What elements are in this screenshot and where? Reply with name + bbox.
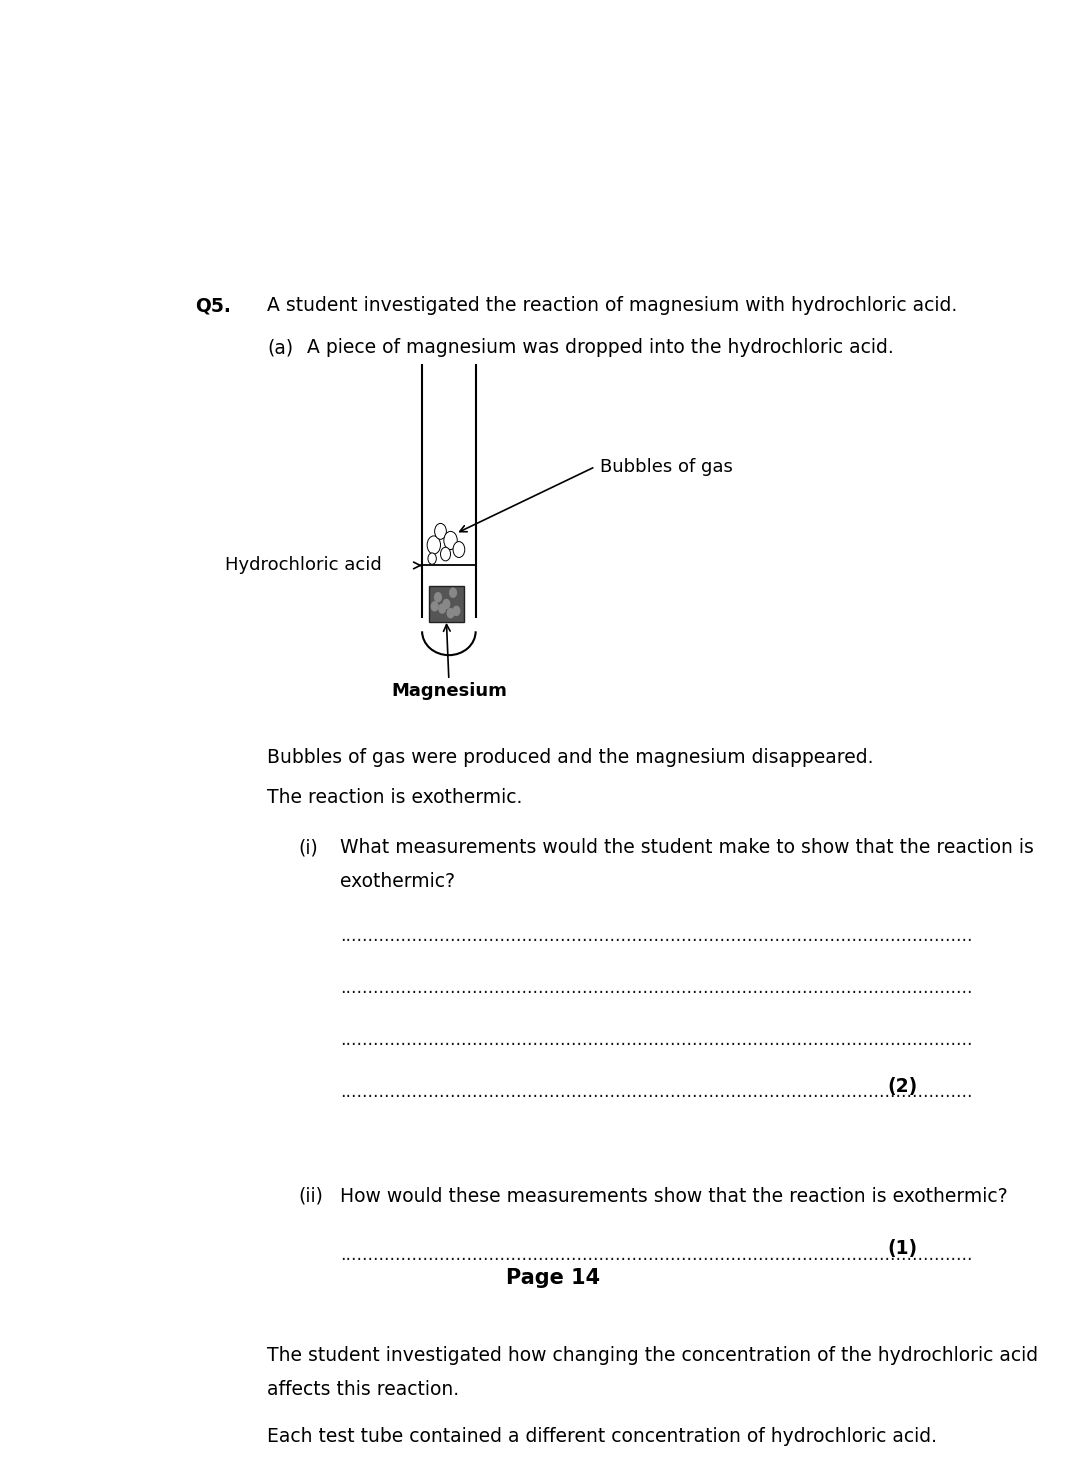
Text: ................................................................................: ........................................… <box>340 1083 973 1102</box>
Text: Magnesium: Magnesium <box>391 683 507 701</box>
Text: How would these measurements show that the reaction is exothermic?: How would these measurements show that t… <box>340 1187 1008 1205</box>
Circle shape <box>449 589 457 597</box>
Circle shape <box>438 605 446 614</box>
Text: ................................................................................: ........................................… <box>340 1031 973 1049</box>
Text: The student investigated how changing the concentration of the hydrochloric acid: The student investigated how changing th… <box>267 1345 1038 1364</box>
Circle shape <box>427 535 441 555</box>
Circle shape <box>428 553 436 565</box>
Text: Q5.: Q5. <box>195 296 231 316</box>
Text: Each test tube contained a different concentration of hydrochloric acid.: Each test tube contained a different con… <box>267 1428 937 1447</box>
Circle shape <box>434 524 446 540</box>
Text: affects this reaction.: affects this reaction. <box>267 1379 459 1398</box>
FancyBboxPatch shape <box>429 586 464 622</box>
Text: Bubbles of gas: Bubbles of gas <box>599 457 732 475</box>
Text: exothermic?: exothermic? <box>340 872 455 891</box>
Circle shape <box>444 531 457 550</box>
Text: The reaction is exothermic.: The reaction is exothermic. <box>267 788 523 807</box>
Text: A piece of magnesium was dropped into the hydrochloric acid.: A piece of magnesium was dropped into th… <box>308 338 894 357</box>
Circle shape <box>441 547 450 560</box>
Circle shape <box>431 602 438 611</box>
Text: What measurements would the student make to show that the reaction is: What measurements would the student make… <box>340 838 1034 857</box>
Text: (2): (2) <box>888 1077 918 1096</box>
Circle shape <box>454 606 460 615</box>
Text: ................................................................................: ........................................… <box>340 1246 973 1264</box>
Text: (a): (a) <box>267 338 294 357</box>
Circle shape <box>434 593 442 602</box>
Text: A student investigated the reaction of magnesium with hydrochloric acid.: A student investigated the reaction of m… <box>267 296 958 316</box>
Text: ................................................................................: ........................................… <box>340 926 973 944</box>
Circle shape <box>447 609 454 618</box>
Text: Bubbles of gas were produced and the magnesium disappeared.: Bubbles of gas were produced and the mag… <box>267 748 874 767</box>
Text: (1): (1) <box>888 1239 918 1258</box>
Text: (i): (i) <box>298 838 318 857</box>
Circle shape <box>454 541 464 558</box>
Circle shape <box>443 599 449 609</box>
Text: Page 14: Page 14 <box>507 1268 600 1288</box>
Text: ................................................................................: ........................................… <box>340 979 973 997</box>
Text: Hydrochloric acid: Hydrochloric acid <box>226 556 382 574</box>
Text: (ii): (ii) <box>298 1187 323 1205</box>
